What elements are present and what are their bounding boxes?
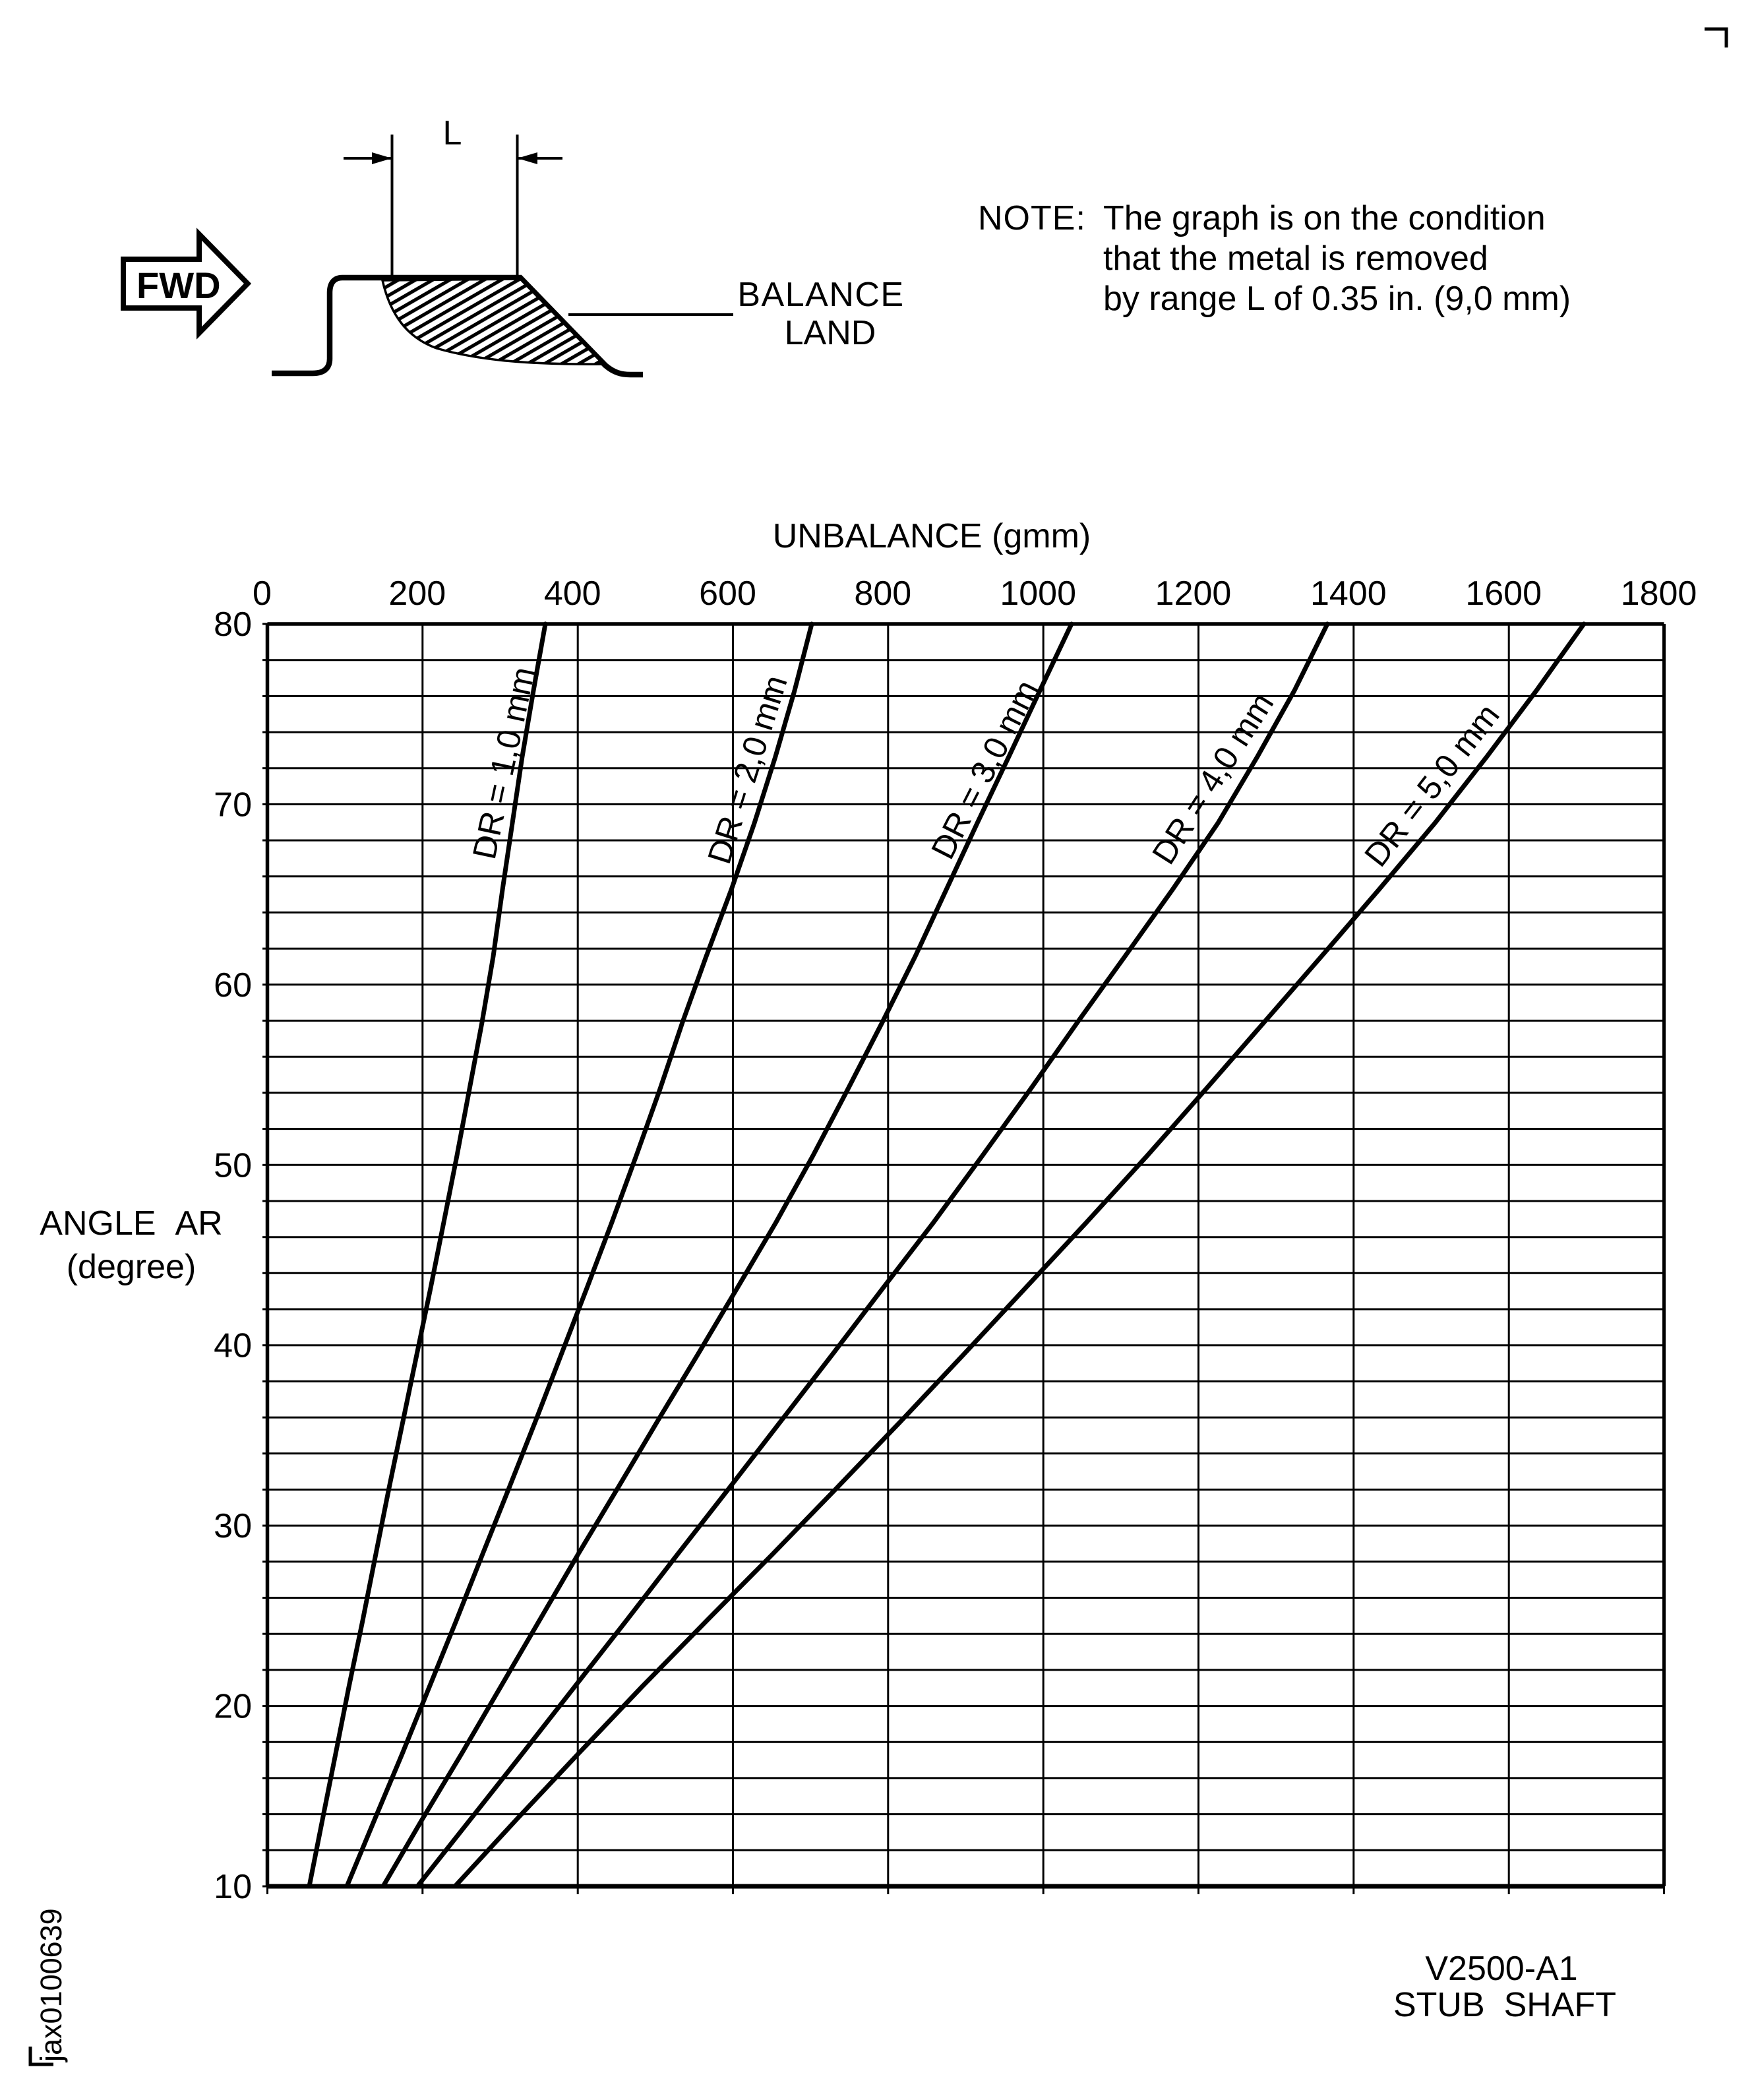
- svg-text:1400: 1400: [1310, 574, 1387, 613]
- svg-text:40: 40: [214, 1327, 252, 1365]
- svg-text:1800: 1800: [1621, 574, 1697, 613]
- svg-text:DR = 4,0 mm: DR = 4,0 mm: [1145, 686, 1281, 871]
- svg-text:(degree): (degree): [67, 1248, 197, 1286]
- svg-text:jax0100639: jax0100639: [34, 1908, 68, 2063]
- svg-text:10: 10: [214, 1868, 252, 1906]
- svg-text:30: 30: [214, 1507, 252, 1545]
- svg-text:L: L: [443, 114, 462, 152]
- svg-text:BALANCE: BALANCE: [737, 276, 904, 314]
- svg-text:400: 400: [544, 574, 601, 613]
- svg-text:800: 800: [854, 574, 911, 613]
- svg-text:60: 60: [214, 966, 252, 1004]
- svg-text:70: 70: [214, 786, 252, 824]
- svg-text:UNBALANCE (gmm): UNBALANCE (gmm): [773, 517, 1091, 555]
- svg-text:FWD: FWD: [136, 264, 221, 306]
- svg-text:STUB SHAFT: STUB SHAFT: [1393, 1986, 1616, 2024]
- svg-text:1600: 1600: [1465, 574, 1542, 613]
- svg-text:that the metal is removed: that the metal is removed: [1103, 239, 1488, 278]
- svg-text:600: 600: [699, 574, 756, 613]
- svg-text:by range L of 0.35 in. (9,0 mm: by range L of 0.35 in. (9,0 mm): [1103, 280, 1571, 318]
- svg-text:NOTE:: NOTE:: [978, 199, 1086, 237]
- svg-text:200: 200: [388, 574, 446, 613]
- svg-text:1200: 1200: [1155, 574, 1232, 613]
- svg-text:LAND: LAND: [785, 314, 876, 352]
- svg-text:80: 80: [214, 605, 252, 644]
- svg-text:DR = 1,0 mm: DR = 1,0 mm: [466, 664, 542, 862]
- svg-text:ANGLE AR: ANGLE AR: [40, 1204, 222, 1243]
- svg-text:0: 0: [253, 574, 272, 613]
- svg-text:The graph is on the condition: The graph is on the condition: [1103, 199, 1546, 237]
- svg-text:20: 20: [214, 1688, 252, 1726]
- svg-text:DR = 5,0 mm: DR = 5,0 mm: [1357, 697, 1506, 874]
- svg-text:50: 50: [214, 1146, 252, 1185]
- svg-text:1000: 1000: [1000, 574, 1076, 613]
- svg-text:V2500-A1: V2500-A1: [1425, 1950, 1577, 1988]
- svg-text:DR = 3,0 mm: DR = 3,0 mm: [924, 674, 1045, 865]
